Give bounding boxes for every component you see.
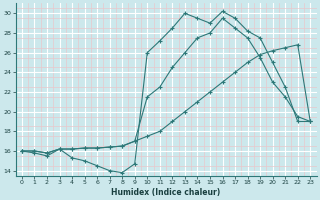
X-axis label: Humidex (Indice chaleur): Humidex (Indice chaleur) xyxy=(111,188,221,197)
